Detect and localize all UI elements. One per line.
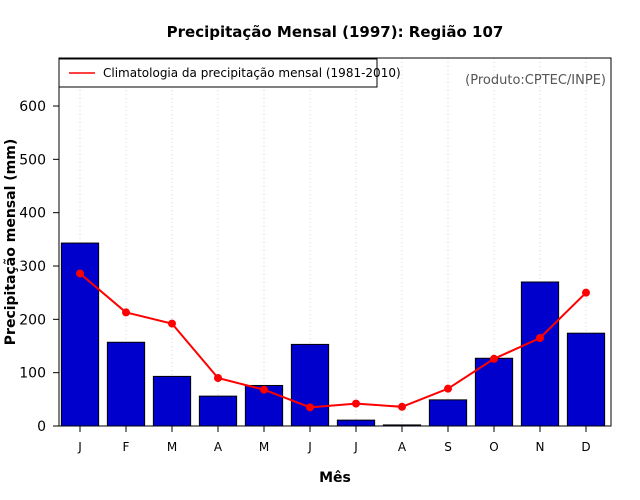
- x-tick-label: J: [353, 440, 358, 454]
- climatology-point-2: [122, 308, 130, 317]
- y-tick-label: 300: [19, 259, 46, 275]
- climatology-point-3: [168, 319, 176, 328]
- y-tick-label: 100: [19, 366, 46, 382]
- bar-2: [106, 341, 146, 427]
- y-axis-title: Precipitação mensal (mm): [3, 139, 19, 345]
- climatology-point-5: [260, 385, 268, 394]
- climatology-point-4: [214, 374, 222, 382]
- x-tick-label: A: [398, 440, 407, 454]
- x-tick-label: N: [536, 440, 545, 454]
- climatology-line: [79, 272, 587, 409]
- bar-3: [152, 375, 192, 427]
- y-tick-label: 600: [19, 99, 46, 115]
- bar-12: [566, 332, 606, 427]
- climatology-line-series: [76, 269, 590, 412]
- y-tick-label: 400: [19, 206, 46, 222]
- bar-9: [428, 399, 468, 427]
- climatology-point-12: [582, 288, 590, 297]
- plot-frame: [58, 57, 612, 427]
- grid-lines: [79, 58, 587, 426]
- chart-title: Precipitação Mensal (1997): Região 107: [167, 23, 504, 41]
- bar-6: [290, 343, 330, 427]
- x-tick-label: M: [259, 440, 269, 454]
- climatology-point-6: [306, 403, 314, 412]
- source-credit: (Produto:CPTEC/INPE): [465, 73, 606, 88]
- x-tick-label: J: [307, 440, 312, 454]
- x-axis-title: Mês: [319, 470, 351, 486]
- y-tick-label: 200: [19, 312, 46, 328]
- x-tick-label: J: [77, 440, 82, 454]
- y-tick-label: 500: [19, 152, 46, 168]
- x-tick-label: A: [214, 440, 223, 454]
- x-tick-label: D: [581, 440, 590, 454]
- legend-box: [58, 58, 378, 88]
- climatology-point-1: [76, 269, 84, 278]
- y-tick-label: 0: [37, 419, 46, 435]
- climatology-point-11: [536, 334, 544, 342]
- x-tick-label: F: [123, 440, 130, 454]
- legend: Climatologia da precipitação mensal (198…: [58, 58, 401, 88]
- bar-4: [198, 395, 238, 427]
- legend-entry: Climatologia da precipitação mensal (198…: [103, 66, 401, 80]
- climatology-point-10: [490, 354, 498, 363]
- climatology-point-8: [398, 402, 406, 411]
- bar-series: [60, 242, 606, 427]
- y-axis: 0 100 200 300 400 500 600: [19, 99, 59, 435]
- bar-7: [336, 419, 376, 427]
- climatology-point-9: [444, 384, 452, 393]
- bar-10: [474, 357, 514, 427]
- x-tick-label: M: [167, 440, 177, 454]
- x-tick-label: S: [444, 440, 452, 454]
- x-tick-label: O: [489, 440, 498, 454]
- bar-11: [520, 281, 560, 427]
- climatology-point-7: [352, 399, 360, 408]
